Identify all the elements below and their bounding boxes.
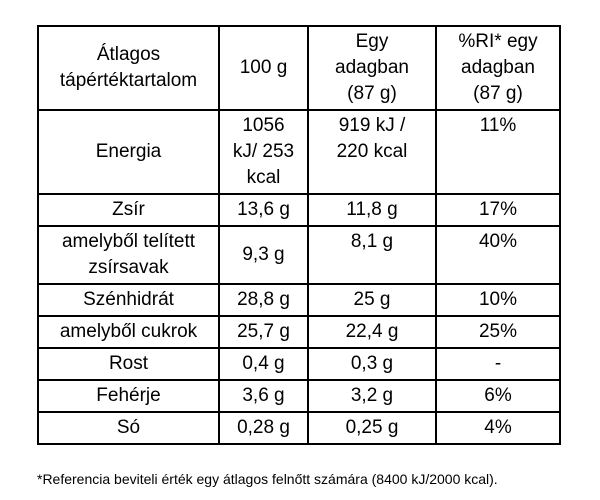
table-row-cukrok: amelyből cukrok 25,7 g 22,4 g 25% xyxy=(37,315,561,349)
value-per-serving: 22,4 g xyxy=(307,315,437,349)
value-per-100g: 13,6 g xyxy=(218,193,309,227)
row-label: Rost xyxy=(37,347,220,381)
value-per-serving: 0,25 g xyxy=(307,411,437,445)
value-per-serving: 25 g xyxy=(307,283,437,317)
row-label: Szénhidrát xyxy=(37,283,220,317)
table-row-zsir: Zsír 13,6 g 11,8 g 17% xyxy=(37,193,561,227)
value-ri: 10% xyxy=(435,283,561,317)
value-ri: 40% xyxy=(435,225,561,285)
value-ri: 17% xyxy=(435,193,561,227)
col-header-ri: %RI* egy adagban (87 g) xyxy=(435,25,561,111)
col-header-nutrient: Átlagos tápértéktartalom xyxy=(37,25,220,111)
value-per-100g: 0,4 g xyxy=(218,347,309,381)
value-per-100g: 1056 kJ/ 253 kcal xyxy=(218,109,309,195)
value-per-serving: 11,8 g xyxy=(307,193,437,227)
table-row-szenhidrat: Szénhidrát 28,8 g 25 g 10% xyxy=(37,283,561,317)
reference-intake-footnote: *Referencia beviteli érték egy átlagos f… xyxy=(37,471,498,487)
value-per-100g: 9,3 g xyxy=(218,225,309,285)
value-per-serving: 0,3 g xyxy=(307,347,437,381)
table-row-rost: Rost 0,4 g 0,3 g - xyxy=(37,347,561,381)
row-label: Fehérje xyxy=(37,379,220,413)
value-ri: - xyxy=(435,347,561,381)
table-row-so: Só 0,28 g 0,25 g 4% xyxy=(37,411,561,445)
table-row-telitett-zsirsavak: amelyből telített zsírsavak 9,3 g 8,1 g … xyxy=(37,225,561,285)
value-per-serving: 3,2 g xyxy=(307,379,437,413)
value-per-serving: 919 kJ / 220 kcal xyxy=(307,109,437,195)
value-per-100g: 28,8 g xyxy=(218,283,309,317)
value-ri: 4% xyxy=(435,411,561,445)
row-label: Energia xyxy=(37,109,220,195)
table-row-feherje: Fehérje 3,6 g 3,2 g 6% xyxy=(37,379,561,413)
value-ri: 11% xyxy=(435,109,561,195)
col-header-serving: Egy adagban (87 g) xyxy=(307,25,437,111)
table-header-row: Átlagos tápértéktartalom 100 g Egy adagb… xyxy=(37,25,561,111)
row-label: amelyből cukrok xyxy=(37,315,220,349)
row-label: Só xyxy=(37,411,220,445)
table-row-energia: Energia 1056 kJ/ 253 kcal 919 kJ / 220 k… xyxy=(37,109,561,195)
value-per-100g: 3,6 g xyxy=(218,379,309,413)
value-ri: 6% xyxy=(435,379,561,413)
value-per-100g: 25,7 g xyxy=(218,315,309,349)
nutrition-table: Átlagos tápértéktartalom 100 g Egy adagb… xyxy=(37,25,561,445)
row-label: Zsír xyxy=(37,193,220,227)
col-header-100g: 100 g xyxy=(218,25,309,111)
row-label: amelyből telített zsírsavak xyxy=(37,225,220,285)
value-per-100g: 0,28 g xyxy=(218,411,309,445)
value-ri: 25% xyxy=(435,315,561,349)
value-per-serving: 8,1 g xyxy=(307,225,437,285)
